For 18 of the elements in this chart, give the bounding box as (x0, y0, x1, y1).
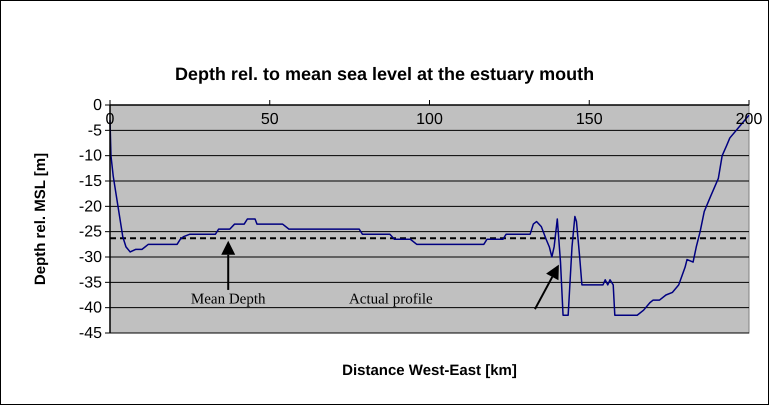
x-tick-label: 50 (260, 111, 279, 128)
y-tick-label: -30 (78, 249, 102, 266)
y-tick-label: -15 (78, 173, 102, 190)
y-tick-label: -40 (78, 300, 102, 317)
x-axis-title: Distance West-East [km] (342, 362, 517, 379)
annotation: Mean Depth (190, 292, 266, 308)
y-tick-label: -35 (78, 274, 102, 292)
y-tick-label: -25 (78, 224, 102, 241)
y-tick-label: -5 (88, 122, 102, 140)
y-tick-label: -20 (78, 198, 102, 216)
annotation: Actual profile (348, 292, 434, 308)
y-axis-title: Depth rel. MSL [m] (32, 152, 49, 286)
chart-title: Depth rel. to mean sea level at the estuary mouth (174, 64, 594, 84)
y-tick-label: -10 (78, 148, 102, 165)
x-tick-label: 150 (576, 111, 603, 128)
x-tick-label: 100 (416, 111, 443, 128)
y-tick-label: 0 (93, 97, 102, 114)
y-tick-label: -45 (78, 325, 102, 342)
